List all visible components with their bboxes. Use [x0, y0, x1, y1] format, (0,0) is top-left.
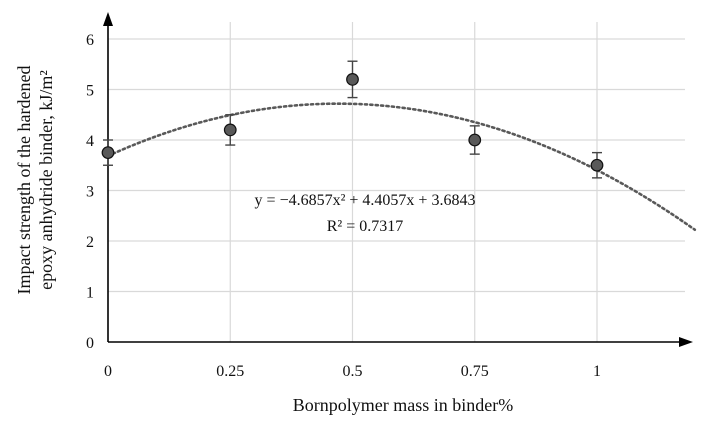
y-tick-label: 1: [86, 285, 94, 302]
x-axis-title: Bornpolymer mass in binder%: [293, 395, 513, 415]
data-point-2: [346, 60, 359, 99]
point-marker: [223, 123, 237, 137]
point-marker: [468, 133, 482, 147]
x-tick-label: 0.25: [216, 363, 244, 380]
x-tick-label: 0: [104, 363, 112, 380]
point-marker: [346, 72, 359, 86]
y-axis-title-line-1: Impact strength of the hardened: [14, 66, 34, 295]
trendline-curve: [106, 102, 697, 231]
data-points: [101, 60, 604, 179]
trendline: [106, 102, 697, 231]
point-marker: [590, 158, 604, 172]
point-marker: [101, 146, 115, 160]
y-tick-label: 6: [86, 32, 94, 49]
grid-lines: [108, 22, 685, 342]
data-point-4: [590, 151, 604, 179]
y-tick-label: 2: [86, 234, 94, 251]
data-point-1: [223, 114, 237, 146]
axes: [103, 12, 693, 347]
trend-equation: y = −4.6857x² + 4.4057x + 3.6843: [255, 192, 476, 209]
x-tick-label: 0.75: [461, 363, 489, 380]
y-axis-title-line-2: epoxy anhydride binder, kJ/m²: [36, 70, 56, 290]
x-axis-arrow: [679, 337, 693, 347]
y-tick-label: 0: [86, 335, 94, 352]
data-point-0: [101, 139, 115, 166]
r-squared: R² = 0.7317: [327, 218, 404, 235]
y-tick-label: 4: [86, 133, 94, 150]
x-tick-label: 0.5: [343, 363, 363, 380]
tick-labels: 0 1 2 3 4 5 6 0 0.25 0.5 0.75 1: [86, 32, 601, 380]
data-point-3: [468, 125, 482, 155]
y-tick-label: 3: [86, 184, 94, 201]
x-tick-label: 1: [593, 363, 601, 380]
y-axis-arrow: [103, 12, 113, 26]
y-tick-label: 5: [86, 83, 94, 100]
